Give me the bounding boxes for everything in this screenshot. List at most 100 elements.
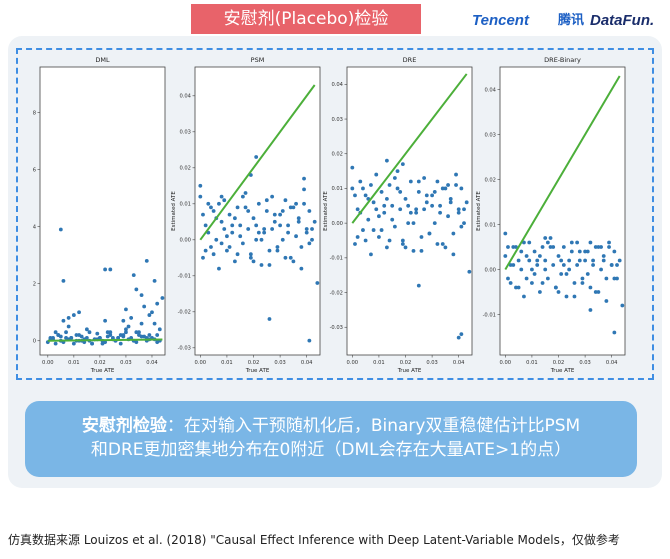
dre-ytick-label: -0.01 [330, 256, 343, 262]
dre-point [448, 200, 453, 205]
dre-binary-plot-area [499, 66, 626, 356]
dre-point [398, 190, 403, 194]
psm-point [219, 194, 224, 199]
dml-point [69, 335, 74, 340]
dml-xtick-label: 0.04 [146, 360, 158, 366]
dml-point [53, 341, 58, 346]
psm-point [211, 252, 216, 257]
dml-point [108, 267, 113, 272]
dre-binary-point [514, 285, 518, 290]
psm-point [248, 252, 253, 257]
psm-point [203, 223, 208, 228]
dml-title: DML [95, 56, 110, 64]
dre-binary-point [559, 258, 564, 263]
dre-binary-ytick-label: 0.02 [484, 177, 496, 183]
dre-point [384, 158, 389, 163]
psm-point [264, 198, 269, 203]
dml-point [53, 330, 58, 335]
dre-binary-point [527, 240, 532, 245]
psm-point [267, 263, 272, 267]
psm-point [267, 317, 272, 321]
dre-point [467, 269, 472, 274]
dml-point [87, 330, 92, 335]
dre-point [411, 249, 416, 253]
dml-point [147, 333, 152, 337]
dre-binary-point [588, 240, 593, 245]
psm-point [296, 219, 301, 224]
psm-xlabel: True ATE [245, 368, 270, 374]
psm-point [232, 259, 237, 264]
psm-point [238, 223, 243, 228]
dre-xtick-label: 0.01 [373, 360, 385, 366]
dre-binary-point [609, 263, 614, 267]
dre-binary-point [580, 276, 585, 281]
psm-point [302, 201, 306, 206]
dml-point [74, 333, 79, 337]
dre-binary-point [615, 263, 619, 267]
dre-binary-point [591, 263, 595, 267]
dre-point [464, 200, 469, 205]
dml-point [103, 267, 108, 272]
dre-binary-point [532, 249, 537, 254]
dre-binary-point [588, 308, 593, 312]
dre-point [459, 186, 464, 191]
psm-point [307, 338, 312, 343]
psm-point [302, 187, 306, 192]
dre-binary-point [604, 299, 609, 303]
psm-point [310, 237, 314, 242]
dre-point [454, 172, 458, 177]
dre-binary-point [516, 258, 521, 263]
dre-binary-point [506, 245, 510, 249]
dre-point [384, 245, 389, 250]
dre-ytick-label: 0.04 [331, 82, 343, 88]
psm-point [288, 205, 293, 210]
dre-point [424, 193, 429, 198]
dre-point [456, 207, 461, 212]
dre-point [416, 283, 421, 288]
psm-point [294, 201, 298, 206]
dre-point [361, 186, 365, 191]
dre-binary-point [522, 294, 526, 299]
dml-xtick-label: 0.00 [42, 360, 54, 366]
dre-binary-reference-line [504, 75, 621, 271]
psm-point [280, 209, 285, 213]
dre-point [400, 238, 405, 243]
tencent-logo: Tencent [472, 12, 529, 29]
dml-point [66, 324, 71, 329]
dml-ytick-label: 6 [33, 167, 36, 173]
dre-point [400, 162, 405, 167]
dml-plot-area [39, 66, 166, 356]
psm-xtick-label: 0.04 [301, 360, 313, 366]
dre-point [395, 186, 400, 191]
dre-binary-point [607, 245, 611, 249]
psm-point [286, 223, 290, 228]
psm-ytick-label: -0.02 [178, 310, 191, 316]
psm-point [254, 155, 259, 159]
tencent-cn-logo: 腾讯 [558, 13, 585, 28]
datafun-logo: DataFun. [590, 12, 655, 29]
psm-point [286, 230, 290, 235]
dre-point [443, 186, 448, 191]
dml-point [160, 296, 165, 300]
logo-group: Tencent 腾讯 DataFun. [472, 10, 668, 34]
dml-point [61, 318, 66, 323]
dml-point [61, 278, 66, 283]
psm-xtick-label: 0.01 [221, 360, 233, 366]
psm-point [251, 216, 256, 221]
dre-point [414, 210, 419, 215]
dre-binary-point [575, 263, 580, 267]
dre-ytick-label: 0.01 [331, 186, 343, 192]
dml-point [134, 330, 139, 335]
dre-binary-point [537, 254, 542, 258]
dre-point [430, 203, 435, 208]
dre-point [416, 190, 421, 194]
psm-point [219, 219, 224, 224]
dre-binary-point [585, 272, 590, 276]
psm-point [288, 255, 293, 260]
psm-point [235, 252, 240, 257]
psm-point [240, 194, 245, 199]
dre-binary-ytick-label: 0.04 [484, 87, 496, 93]
dre-reference-line [351, 73, 468, 224]
dre-point [363, 193, 368, 198]
dre-point [369, 183, 373, 187]
